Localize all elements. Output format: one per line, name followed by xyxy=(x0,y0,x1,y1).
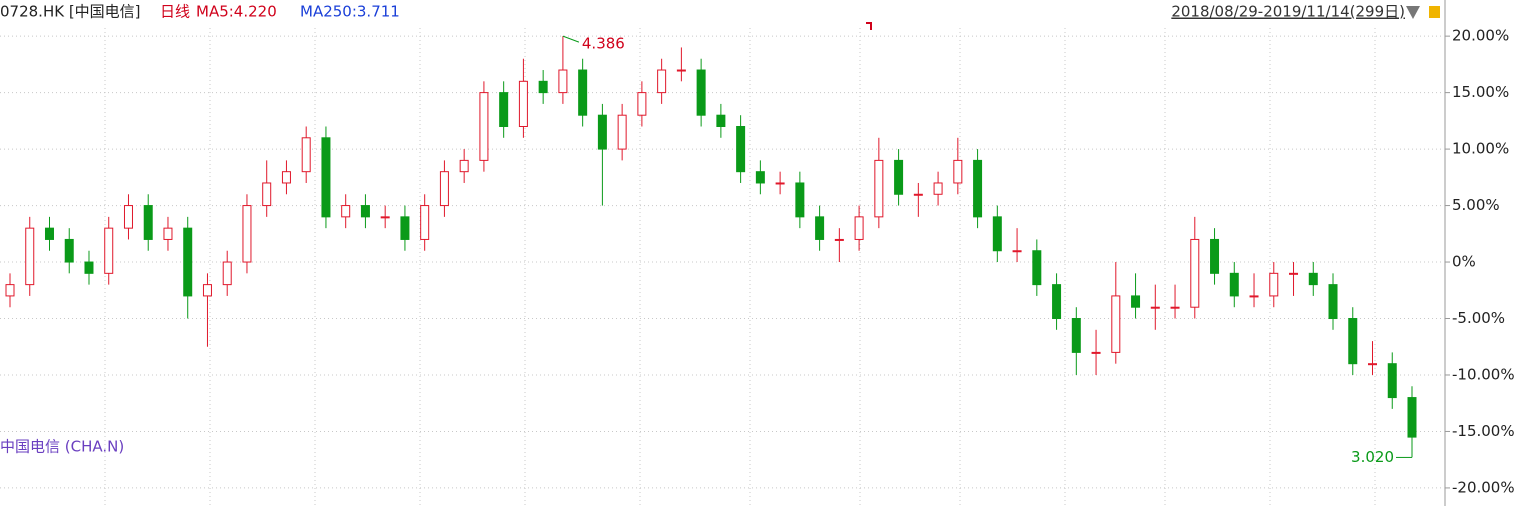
candle-body xyxy=(1308,272,1318,286)
candle-body xyxy=(736,126,746,173)
candle-body xyxy=(1269,272,1279,297)
candle-body xyxy=(1131,295,1141,308)
candle-body xyxy=(1091,351,1101,354)
marker xyxy=(866,22,872,30)
candle-body xyxy=(1052,284,1062,320)
candle-body xyxy=(143,205,153,240)
candle-body xyxy=(518,80,528,127)
symbol: 0728.HK [中国电信] xyxy=(0,3,141,21)
candle-body xyxy=(676,69,686,72)
candle-body xyxy=(1229,272,1239,297)
candle-body xyxy=(578,69,588,116)
candle-body xyxy=(84,261,94,274)
candle-body xyxy=(400,216,410,240)
candle-body xyxy=(1348,318,1358,365)
candle-body xyxy=(380,216,390,219)
candle-body xyxy=(894,159,904,195)
candle-body xyxy=(360,205,370,218)
candle-body xyxy=(973,159,983,218)
candle-body xyxy=(992,216,1002,252)
candle-body xyxy=(301,137,311,173)
candle-body xyxy=(854,216,864,240)
candle-body xyxy=(44,227,54,240)
candle-body xyxy=(657,69,667,94)
candle-body xyxy=(420,205,430,240)
candle-body xyxy=(1170,306,1180,309)
y-tick-label: -10.00% xyxy=(1452,365,1515,383)
y-tick-label: 5.00% xyxy=(1452,196,1500,214)
candle-body xyxy=(499,92,509,128)
vertical-grid xyxy=(104,28,1376,506)
period: 日线 xyxy=(160,3,190,21)
candle-body xyxy=(222,261,232,286)
candle-body xyxy=(163,227,173,240)
candle-body xyxy=(617,114,627,150)
candle-body xyxy=(1012,250,1022,253)
candle-body xyxy=(183,227,193,297)
candle-body xyxy=(1150,306,1160,309)
y-tick-label: -5.00% xyxy=(1452,309,1505,327)
ma5: MA5:4.220 xyxy=(196,3,277,21)
candle-body xyxy=(202,284,212,297)
candle-body xyxy=(538,80,548,94)
candle-body xyxy=(1071,318,1081,353)
candle-body xyxy=(459,159,469,173)
candle-body xyxy=(953,159,963,184)
candle-body xyxy=(104,227,114,274)
compare-legend: 中国电信 (CHA.N) xyxy=(0,438,124,456)
candle-body xyxy=(1249,295,1259,298)
candle-body xyxy=(637,92,647,116)
candle-body xyxy=(341,205,351,218)
y-tick-label: -15.00% xyxy=(1452,422,1515,440)
candle-body xyxy=(755,171,765,184)
candle-body xyxy=(1368,363,1378,366)
candle-body xyxy=(775,182,785,185)
y-tick-label: -20.00% xyxy=(1452,478,1515,496)
candle-body xyxy=(696,69,706,116)
candle-body xyxy=(1190,238,1200,308)
candle-body xyxy=(1032,250,1042,286)
candle-body xyxy=(242,205,252,263)
dropdown-arrow[interactable] xyxy=(1406,6,1420,19)
candle-body xyxy=(1407,397,1417,438)
candle-body xyxy=(1328,284,1338,320)
candle-body xyxy=(795,182,805,218)
candle-body xyxy=(716,114,726,128)
candle-body xyxy=(1111,295,1121,353)
date-range[interactable]: 2018/08/29-2019/11/14(299日) xyxy=(1171,3,1405,21)
candle-body xyxy=(262,182,272,207)
candle-body xyxy=(1387,363,1397,399)
candle-body xyxy=(597,114,607,150)
candle-body xyxy=(439,171,449,207)
annotation-arrow xyxy=(562,35,580,43)
candle-body xyxy=(64,238,74,263)
candle-body xyxy=(281,171,291,184)
candle-body xyxy=(479,92,489,161)
low-label: 3.020 xyxy=(1351,448,1394,466)
candle-body xyxy=(834,238,844,241)
y-tick-label: 20.00% xyxy=(1452,27,1509,45)
candle-body xyxy=(321,137,331,218)
candle-body xyxy=(815,216,825,240)
high-label: 4.386 xyxy=(582,35,625,53)
y-tick-label: 10.00% xyxy=(1452,140,1509,158)
candle-body xyxy=(25,227,35,286)
candle-body xyxy=(558,69,568,94)
y-tick-label: 15.00% xyxy=(1452,83,1509,101)
candle-body xyxy=(913,193,923,196)
lock-icon[interactable] xyxy=(1429,6,1440,18)
candle-body xyxy=(1289,272,1299,275)
candle-body xyxy=(123,205,133,229)
y-tick-label: 0% xyxy=(1452,253,1476,271)
candle-body xyxy=(1210,238,1220,274)
candle-body xyxy=(874,159,884,218)
candle-body xyxy=(5,284,15,297)
candle-body xyxy=(933,182,943,195)
ma250: MA250:3.711 xyxy=(300,3,400,21)
